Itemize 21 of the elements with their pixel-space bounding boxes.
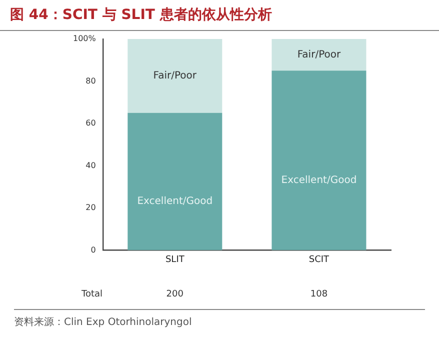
y-tick-label: 20 (86, 203, 96, 212)
y-tick-label: 80 (86, 76, 96, 86)
x-tick-label: SLIT (165, 254, 185, 265)
x-tick-label: SCIT (308, 254, 330, 265)
bar (128, 39, 222, 113)
text: Total (80, 290, 103, 300)
y-tick-label: 60 (86, 118, 96, 128)
y-tick-label: 40 (86, 160, 96, 170)
chart-title: 图 44：SCIT 与 SLIT 患者的依从性分析 (0, 0, 439, 31)
text: 资料来源：Clin Exp Otorhinolaryngol (14, 317, 192, 328)
series-label: Excellent/Good (137, 196, 213, 208)
series-label: Fair/Poor (297, 49, 342, 60)
text: Excellent/Good (281, 175, 357, 186)
y-tick-label: 0 (90, 245, 96, 254)
text: 108 (310, 290, 328, 300)
bar (272, 70, 366, 250)
bar (128, 112, 222, 250)
y-tick-label: 100% (72, 34, 96, 44)
text: 200 (166, 290, 184, 300)
bar (272, 39, 366, 71)
text: Fair/Poor (153, 70, 197, 82)
